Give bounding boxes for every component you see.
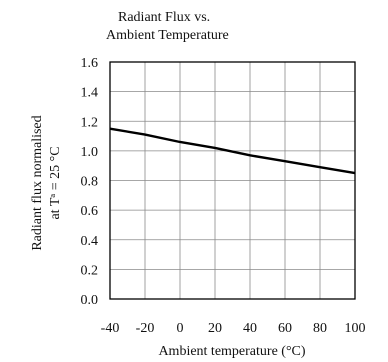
- chart-title-line-1: Radiant Flux vs.: [118, 10, 210, 25]
- plot-frame: [109, 61, 356, 300]
- chart-title-line-2: Ambient Temperature: [106, 28, 229, 43]
- x-tick-label: 80: [313, 321, 327, 336]
- x-tick-label: 60: [278, 321, 292, 336]
- x-tick-label: 20: [208, 321, 222, 336]
- x-tick-labels: -40 -20 0 20 40 60 80 100: [101, 321, 366, 336]
- x-tick-label: 40: [243, 321, 257, 336]
- y-tick-label: 0.0: [81, 293, 99, 308]
- y-tick-label: 1.0: [81, 145, 99, 160]
- x-tick-label: 100: [345, 321, 366, 336]
- grid-lines: [110, 62, 355, 299]
- x-tick-label: 0: [177, 321, 184, 336]
- y-tick-label: 1.4: [81, 86, 99, 101]
- y-tick-label: 0.6: [81, 204, 99, 219]
- y-tick-label: 0.4: [81, 234, 99, 249]
- y-tick-label: 0.8: [81, 175, 99, 190]
- y-tick-label: 1.2: [81, 115, 99, 130]
- y-axis-label-line-2: at Tᵃ = 25 °C: [48, 146, 63, 219]
- y-axis-label-line-1: Radiant flux normalised: [30, 115, 45, 250]
- y-tick-label: 1.6: [81, 56, 99, 71]
- x-tick-label: -40: [101, 321, 120, 336]
- x-tick-label: -20: [136, 321, 155, 336]
- y-tick-label: 0.2: [81, 263, 99, 278]
- y-tick-labels: 0.0 0.2 0.4 0.6 0.8 1.0 1.2 1.4 1.6: [81, 56, 99, 308]
- series-line: [109, 127, 356, 175]
- y-axis-label: Radiant flux normalised at Tᵃ = 25 °C: [30, 115, 63, 250]
- x-axis-label: Ambient temperature (°C): [158, 344, 305, 359]
